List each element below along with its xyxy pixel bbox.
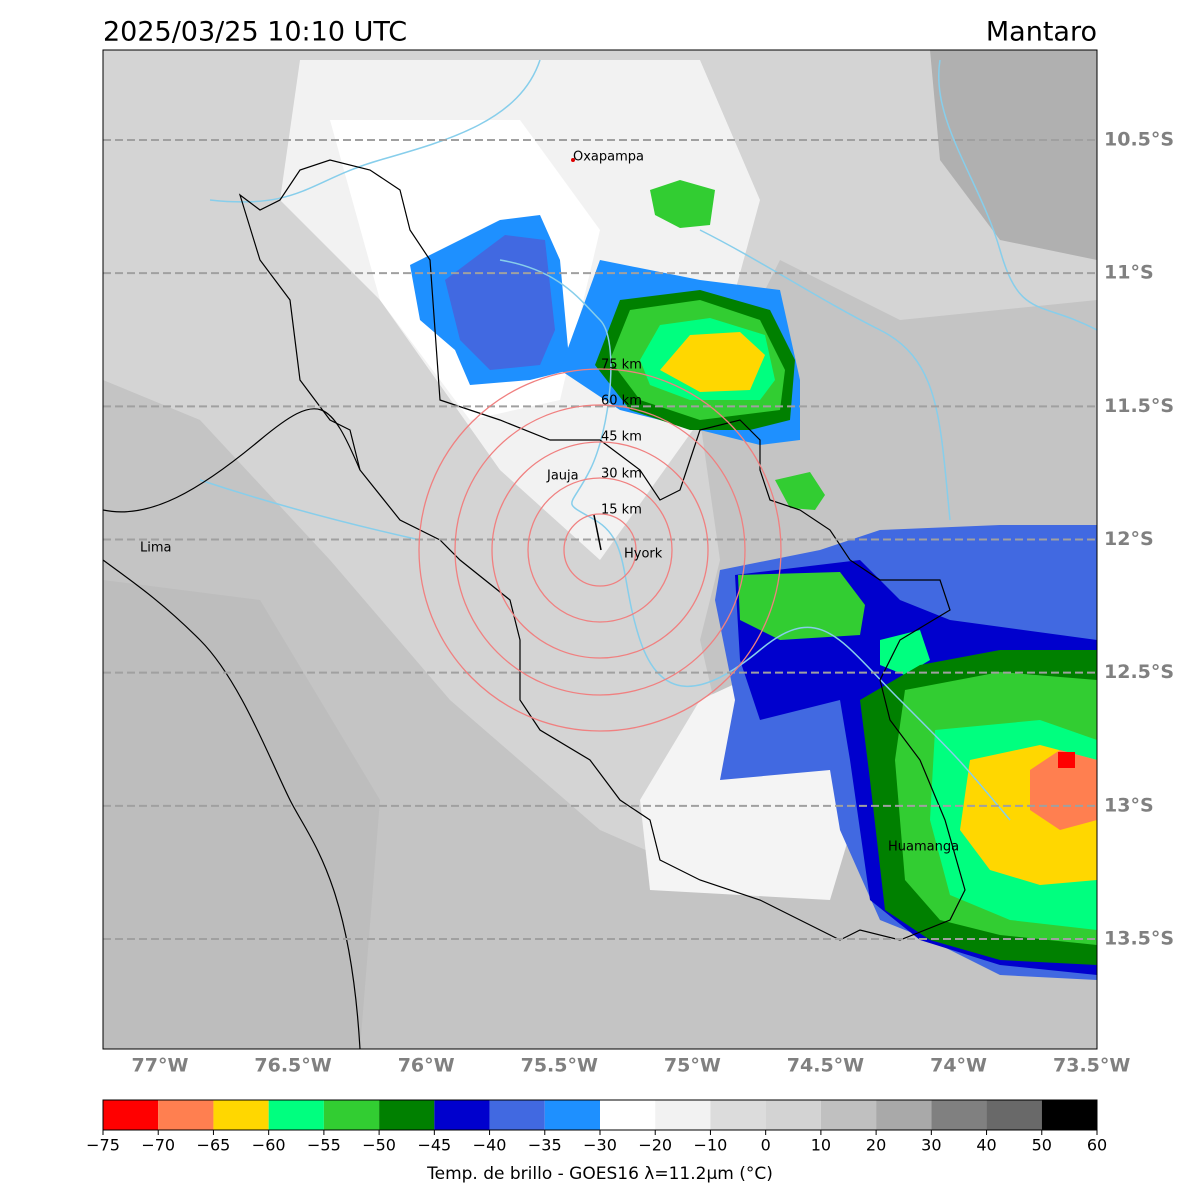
- map-frame: [102, 49, 1098, 1050]
- colorbar-segment: [986, 1100, 1042, 1130]
- map-image: 15 km 30 km 45 km 60 km 75 km Oxapampa J…: [103, 50, 1097, 1049]
- lon-label: 74.5°W: [787, 1055, 864, 1077]
- lon-label: 74°W: [930, 1055, 987, 1077]
- lat-label: 12.5°S: [1104, 661, 1174, 683]
- colorbar-segment: [268, 1100, 324, 1130]
- colorbar-tick-label: −65: [197, 1136, 231, 1155]
- ring-label: 15 km: [601, 503, 642, 518]
- ring: [491, 441, 709, 659]
- lon-label: 77°W: [132, 1055, 189, 1077]
- colorbar-segment: [655, 1100, 711, 1130]
- colorbar-segment: [931, 1100, 987, 1130]
- cloud-green: [738, 572, 865, 640]
- title: 2025/03/25 10:10 UTC: [103, 17, 407, 48]
- lat-label: 13.5°S: [1104, 928, 1174, 950]
- cloud-green: [650, 180, 715, 228]
- ring-label: 75 km: [601, 358, 642, 373]
- colorbar-tick-label: −35: [528, 1136, 562, 1155]
- lon-label: 75°W: [664, 1055, 721, 1077]
- lat-label: 10.5°S: [1104, 129, 1174, 151]
- lon-label: 73.5°W: [1053, 1055, 1130, 1077]
- colorbar-tick-label: −60: [252, 1136, 286, 1155]
- cloud-spring: [880, 630, 930, 675]
- colorbar-segment: [158, 1100, 214, 1130]
- cloud-green: [775, 472, 825, 510]
- colorbar-segment: [434, 1100, 490, 1130]
- colorbar-segment: [379, 1100, 435, 1130]
- rivers: [199, 59, 1097, 821]
- colorbar-tick-label: 40: [976, 1136, 996, 1155]
- rings: [418, 368, 782, 732]
- ring: [563, 513, 637, 587]
- cloud-royal: [445, 235, 555, 370]
- colorbar-tick-label: 60: [1087, 1136, 1107, 1155]
- lat-label: 11.5°S: [1104, 395, 1174, 417]
- place-label: Jauja: [546, 469, 579, 484]
- ring-label: 45 km: [601, 430, 642, 445]
- place-dot: [571, 158, 575, 162]
- colorbar-segment: [213, 1100, 269, 1130]
- cloud-gold: [660, 332, 765, 392]
- colorbar-segment: [710, 1100, 766, 1130]
- colorbar-tick-label: 30: [921, 1136, 941, 1155]
- colorbar-segment: [489, 1100, 545, 1130]
- colorbar-tick-label: −75: [86, 1136, 120, 1155]
- colorbar-segment: [765, 1100, 821, 1130]
- lat-label: 12°S: [1104, 528, 1154, 550]
- colorbar: −75 −70 −65 −60 −55 −50 −45 −40 −35 −30 −20 −10 0 10 2…: [86, 1099, 1107, 1155]
- colorbar-segment: [1041, 1100, 1097, 1130]
- colorbar-tick-label: −45: [417, 1136, 451, 1155]
- colorbar-tick-label: 10: [811, 1136, 831, 1155]
- colorbar-tick-label: −10: [694, 1136, 728, 1155]
- place-label: Lima: [140, 541, 171, 556]
- lat-label: 13°S: [1104, 794, 1154, 816]
- place-label: Huamanga: [888, 840, 959, 855]
- lon-label: 76°W: [398, 1055, 455, 1077]
- colorbar-segment: [103, 1100, 159, 1130]
- ring: [454, 404, 746, 696]
- place-label: Oxapampa: [573, 150, 644, 165]
- cloud-gray: [930, 50, 1097, 260]
- colorbar-tick-label: −70: [141, 1136, 175, 1155]
- colorbar-segment: [544, 1100, 600, 1130]
- ring: [527, 477, 673, 623]
- colorbar-tick-label: −55: [307, 1136, 341, 1155]
- colorbar-segment: [323, 1100, 380, 1130]
- region-name: Mantaro: [986, 17, 1097, 48]
- lon-label: 75.5°W: [521, 1055, 598, 1077]
- colorbar-segment: [600, 1100, 656, 1130]
- colorbar-tick-label: 50: [1032, 1136, 1052, 1155]
- grid-group: [103, 139, 1097, 941]
- colorbar-tick-label: −30: [583, 1136, 617, 1155]
- radar-beam: [593, 514, 602, 551]
- colorbar-segment: [820, 1100, 877, 1130]
- place-label: Hyork: [624, 547, 663, 562]
- colorbar-tick-label: 20: [866, 1136, 886, 1155]
- lon-label: 76.5°W: [254, 1055, 331, 1077]
- colorbar-label: Temp. de brillo - GOES16 λ=11.2μm (°C): [426, 1164, 773, 1184]
- colorbar-tick-label: −50: [362, 1136, 396, 1155]
- colorbar-tick-label: −20: [638, 1136, 672, 1155]
- colorbar-tick-label: 0: [761, 1136, 771, 1155]
- lat-label: 11°S: [1104, 262, 1154, 284]
- ring-label: 60 km: [601, 394, 642, 409]
- ring: [418, 368, 782, 732]
- cloud-coral: [1030, 750, 1097, 830]
- colorbar-tick-label: −40: [473, 1136, 507, 1155]
- cloud-red: [1058, 752, 1075, 768]
- ring-label: 30 km: [601, 467, 642, 482]
- colorbar-segment: [876, 1100, 932, 1130]
- clear-area: [103, 580, 380, 1049]
